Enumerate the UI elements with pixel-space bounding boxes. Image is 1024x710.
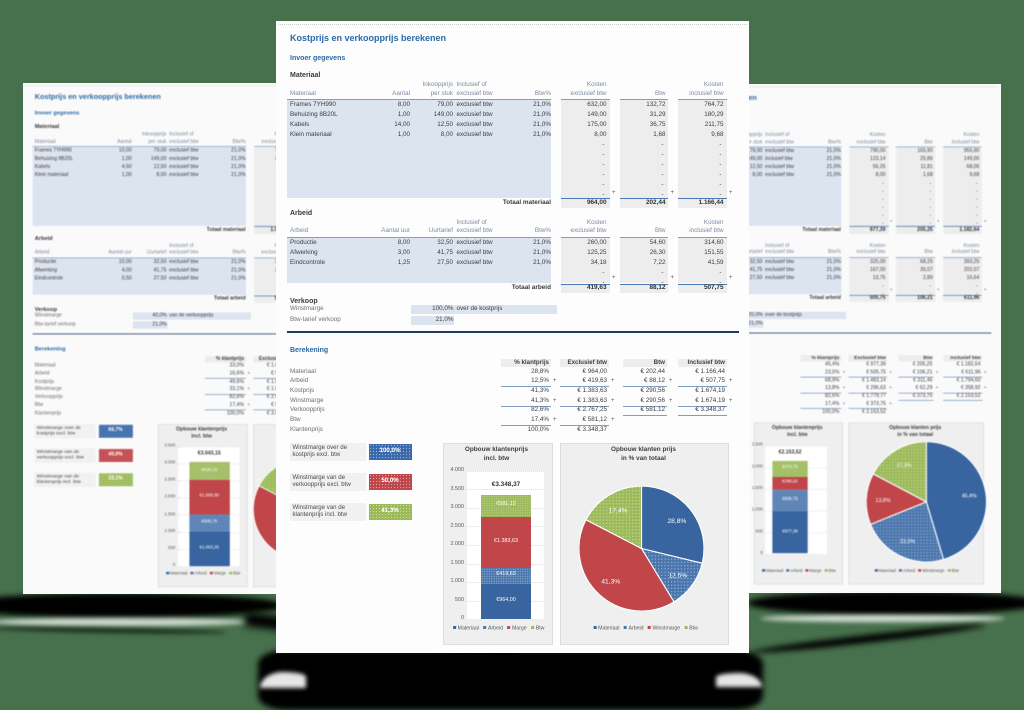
svg-text:17,4%: 17,4% (608, 507, 627, 514)
svg-text:41,3%: 41,3% (601, 578, 620, 585)
svg-text:45,4%: 45,4% (962, 494, 977, 500)
svg-text:13,8%: 13,8% (876, 498, 891, 504)
svg-text:28,8%: 28,8% (667, 518, 686, 525)
svg-text:23,5%: 23,5% (900, 539, 915, 545)
svg-text:17,3%: 17,3% (896, 463, 911, 469)
svg-text:12,5%: 12,5% (668, 572, 687, 579)
